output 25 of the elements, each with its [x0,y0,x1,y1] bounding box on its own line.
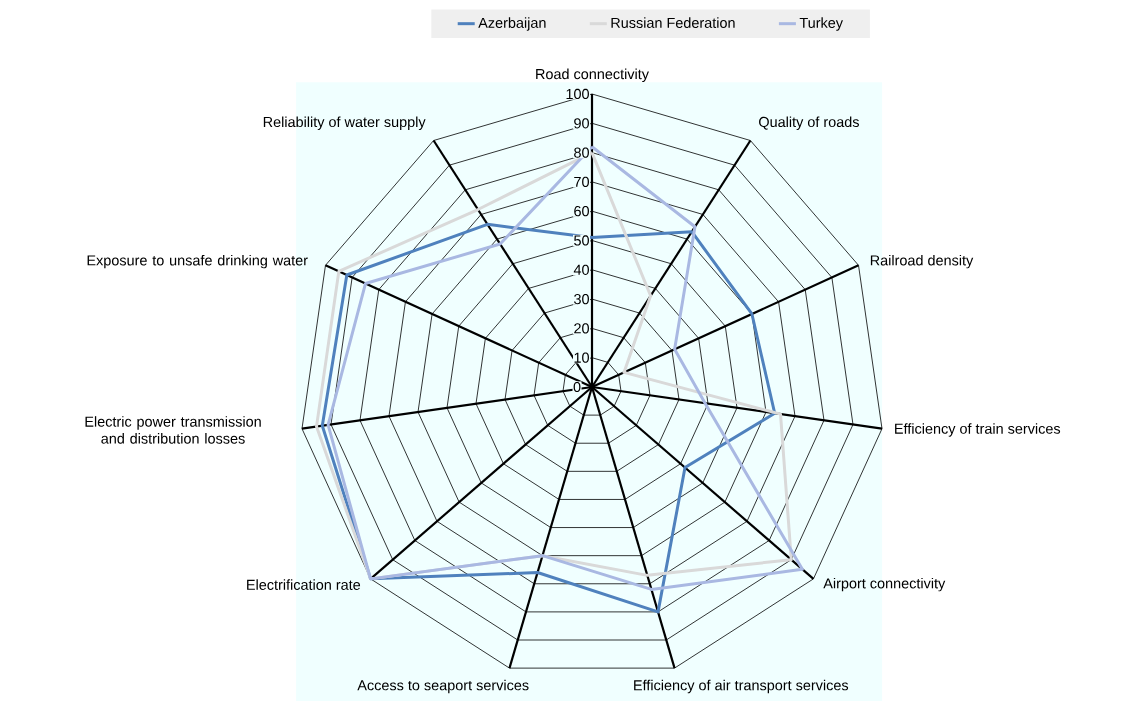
y-tick-label: 80 [574,147,589,158]
y-tick-label: 30 [574,293,589,305]
y-tick-label: 90 [574,118,589,129]
spoke-label: Road connectivity [536,68,649,83]
legend-label: Turkey [799,17,843,31]
spoke-label: Exposure to unsafe drinking water [87,254,308,269]
spoke-label: Reliability of water supply [263,116,426,130]
y-tick-label: 50 [574,235,589,246]
y-tick-label: 100 [566,88,589,100]
legend-label: Azerbaijan [478,17,546,31]
spoke-label: Electrification rate [247,579,361,590]
spoke-label: Airport connectivity [823,577,946,592]
spoke-label: Access to seaport services [357,679,529,694]
spoke-label: Railroad density [870,254,974,269]
spoke-label: Efficiency of air transport services [634,679,849,694]
legend-label: Russian Federation [611,17,735,28]
spoke-label: Quality of roads [759,116,859,130]
y-tick-label: 20 [574,323,589,334]
y-tick-label: 60 [574,206,589,217]
y-tick-label: 0 [573,381,581,393]
spoke-label: Efficiency of train services [895,423,1061,437]
spoke-label: Electric power transmission and distribution losses [85,416,261,444]
y-tick-label: 70 [574,176,589,188]
y-tick-label: 10 [574,352,589,363]
y-tick-label: 40 [573,264,589,275]
